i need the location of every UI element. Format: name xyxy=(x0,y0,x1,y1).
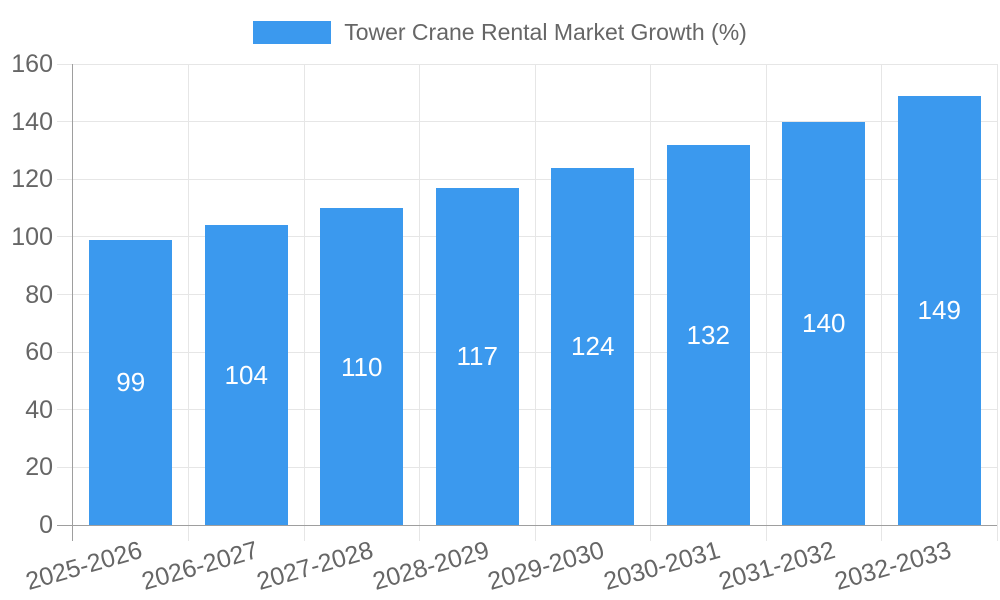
y-tick xyxy=(57,294,73,295)
y-tick-label: 60 xyxy=(25,338,53,367)
y-tick-label: 40 xyxy=(25,395,53,424)
x-tick xyxy=(881,525,882,541)
x-axis-line xyxy=(57,525,997,526)
x-gridline xyxy=(188,64,189,525)
x-tick-label: 2026-2027 xyxy=(138,536,261,596)
x-tick xyxy=(534,525,536,541)
legend-swatch xyxy=(253,21,332,44)
y-tick-label: 0 xyxy=(39,511,53,539)
x-tick-label: 2031-2032 xyxy=(715,536,839,596)
y-tick-label: 120 xyxy=(11,165,53,194)
y-tick xyxy=(57,121,73,123)
x-tick xyxy=(650,525,651,541)
x-gridline xyxy=(303,64,305,525)
y-tick-label: 20 xyxy=(25,453,53,482)
x-tick-label: 2032-2033 xyxy=(831,536,954,596)
bar[interactable] xyxy=(782,121,866,525)
bar[interactable] xyxy=(897,95,981,525)
y-tick xyxy=(57,236,73,238)
y-tick-label: 80 xyxy=(25,280,53,309)
x-gridline xyxy=(765,64,767,525)
x-tick xyxy=(188,525,189,541)
y-axis-line xyxy=(72,64,73,541)
x-tick-label: 2025-2026 xyxy=(22,536,146,596)
y-tick-label: 160 xyxy=(11,50,53,78)
x-gridline xyxy=(534,64,536,525)
x-tick xyxy=(765,525,767,541)
x-gridline xyxy=(419,64,420,525)
bar[interactable] xyxy=(89,239,173,525)
x-gridline xyxy=(650,64,651,525)
y-tick xyxy=(57,466,73,468)
x-tick xyxy=(419,525,420,541)
x-tick xyxy=(996,525,998,541)
y-tick-label: 100 xyxy=(11,222,53,251)
y-tick xyxy=(57,351,73,353)
x-tick xyxy=(303,525,305,541)
x-gridline xyxy=(996,64,998,525)
bar[interactable] xyxy=(204,225,288,525)
bar[interactable] xyxy=(435,187,519,525)
y-tick xyxy=(57,63,73,65)
legend-item[interactable]: Tower Crane Rental Market Growth (%) xyxy=(253,19,747,46)
x-gridline xyxy=(881,64,882,525)
y-tick xyxy=(57,178,73,180)
y-tick-label: 140 xyxy=(11,107,53,136)
legend: Tower Crane Rental Market Growth (%) xyxy=(0,19,1000,46)
bar[interactable] xyxy=(666,144,750,525)
x-tick-label: 2027-2028 xyxy=(253,536,377,596)
x-tick-label: 2029-2030 xyxy=(484,536,608,596)
y-tick xyxy=(57,409,73,411)
x-tick-label: 2030-2031 xyxy=(600,536,723,596)
bar[interactable] xyxy=(551,167,635,525)
x-tick-label: 2028-2029 xyxy=(369,536,492,596)
legend-label: Tower Crane Rental Market Growth (%) xyxy=(344,19,747,45)
bar[interactable] xyxy=(320,208,404,525)
